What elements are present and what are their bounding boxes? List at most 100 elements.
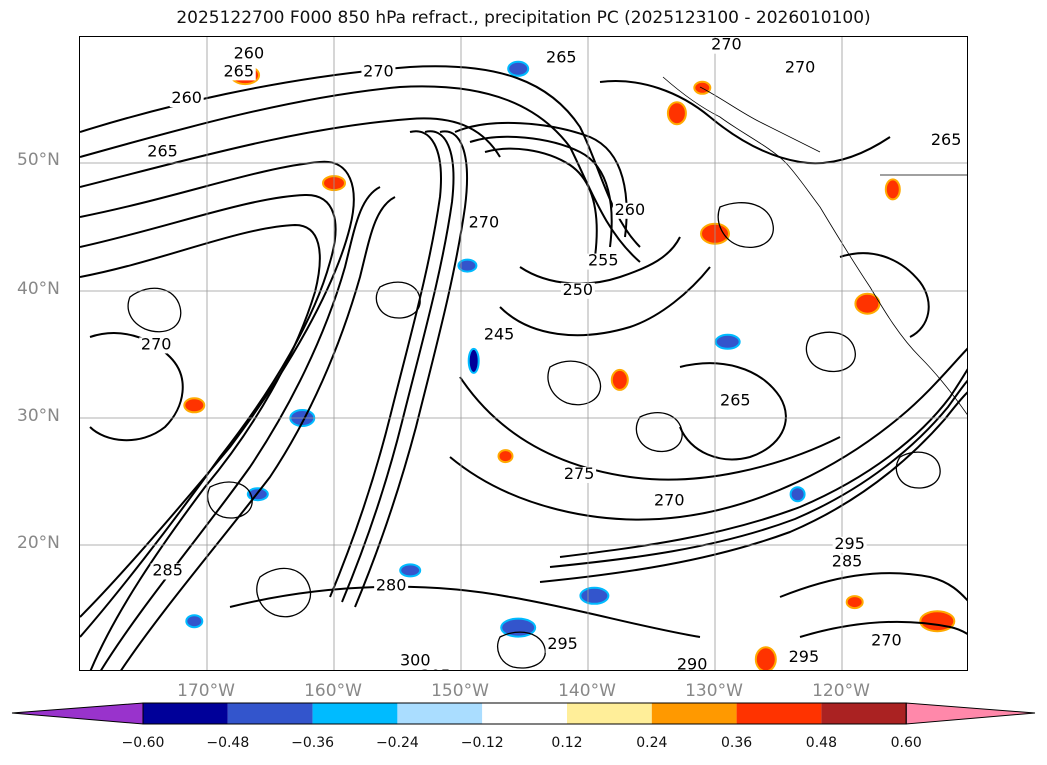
contour-line (459, 376, 841, 481)
precip-patch (507, 60, 530, 77)
map-panel[interactable]: 260 265 270 265 270 270 260 265 265 270 260 255 250 2… (79, 36, 968, 671)
contour-line (89, 332, 184, 442)
colorbar-swatch (736, 703, 822, 724)
contour-label-bg (544, 50, 579, 67)
contour-label: 295 (834, 534, 865, 553)
precip-patch (714, 333, 741, 350)
contour-line (539, 391, 967, 583)
contour-label: 305 (420, 666, 451, 671)
contour-label-bg (466, 215, 501, 232)
contour-layer-thin (127, 202, 941, 669)
colorbar-tick-label: 0.36 (721, 735, 753, 751)
contour-line (635, 412, 683, 453)
contour-label-bg (418, 668, 453, 670)
contour-label-bg (718, 393, 753, 410)
precip-patch (399, 563, 422, 578)
contour-label-bg (145, 144, 180, 161)
colorbar (0, 700, 1047, 734)
contour-label: 270 (654, 491, 685, 510)
colorbar-tick-label: −0.12 (460, 735, 504, 751)
contour-label-bg (830, 554, 865, 571)
contour-line (256, 567, 312, 618)
contour-label-bg (150, 563, 185, 580)
contour-label: 275 (564, 464, 595, 483)
colorbar-svg (11, 702, 1036, 725)
contour-line (207, 481, 253, 519)
coastline-layer (662, 76, 967, 415)
contour-line (469, 135, 613, 248)
contour-line (120, 196, 396, 670)
contour-label: 265 (546, 47, 577, 66)
colorbar-swatch (227, 703, 313, 724)
colorbar-extend-low (11, 702, 144, 725)
contour-label-bg (709, 37, 744, 54)
contour-label: 270 (871, 630, 902, 649)
precip-patch (467, 347, 480, 374)
colorbar-outline (142, 702, 907, 725)
colorbar-tick-label: −0.36 (291, 735, 335, 751)
contour-label-bg (169, 91, 204, 108)
precipitation-layer (183, 60, 956, 670)
contour-label: 290 (677, 654, 708, 671)
contour-line (80, 223, 321, 670)
precip-patch (579, 586, 610, 605)
contour-line (484, 147, 598, 258)
contour-label: 265 (720, 390, 751, 409)
contour-label-bg (929, 132, 964, 149)
contour-label-bg (562, 466, 597, 483)
colorbar-tick-label: 0.24 (636, 735, 668, 751)
contour-label: 295 (789, 647, 820, 666)
contour-label-bg (786, 649, 821, 666)
contour-line (799, 620, 967, 638)
precip-patch (845, 595, 864, 610)
precip-patch (666, 101, 687, 126)
precip-patch (185, 614, 204, 629)
contour-line (839, 252, 930, 338)
contour-line (679, 362, 787, 461)
contour-label: 260 (171, 88, 202, 107)
precip-patch (457, 258, 478, 273)
contour-line (229, 585, 701, 638)
contour-line (497, 631, 546, 669)
contour-label: 265 (931, 130, 962, 149)
precip-patch (854, 292, 881, 315)
contour-line (499, 266, 711, 337)
contour-line (375, 281, 421, 319)
lon-label-170w: 170°W (177, 681, 235, 701)
contour-label-bg (139, 337, 174, 354)
precip-patch (919, 610, 956, 633)
contour-label: 280 (376, 576, 407, 595)
contour-label-bg (675, 657, 710, 670)
contour-label-bg (398, 653, 433, 670)
contour-line (341, 130, 455, 603)
map-title: 2025122700 F000 850 hPa refract., precip… (176, 8, 871, 28)
contour-label-bg (612, 202, 647, 219)
lon-label-130w: 130°W (685, 681, 743, 701)
colorbar-swatch (821, 703, 907, 724)
precip-patch (610, 368, 629, 391)
contour-label: 255 (588, 251, 619, 270)
contour-line (80, 160, 355, 618)
contour-label: 270 (785, 58, 816, 77)
graticule (80, 37, 967, 670)
contour-label-bg (221, 64, 256, 81)
contour-label: 300 (400, 651, 431, 670)
contour-label: 270 (363, 61, 394, 80)
precip-patch (183, 397, 206, 414)
colorbar-tick-label: −0.24 (375, 735, 419, 751)
contour-label-bg (545, 637, 580, 654)
contour-line (80, 117, 501, 188)
contour-line (599, 80, 891, 165)
contour-label-bg (652, 493, 687, 510)
colorbar-swatch (397, 703, 483, 724)
north-america-coastline (662, 76, 967, 415)
contour-line (100, 186, 381, 670)
contour-line (895, 451, 941, 489)
colorbar-swatch (651, 703, 737, 724)
contour-label: 270 (469, 213, 500, 232)
contour-label: 260 (234, 44, 265, 63)
contour-label: 270 (141, 334, 172, 353)
contour-line (547, 360, 602, 406)
contour-label-bg (783, 60, 818, 77)
colorbar-tick-label: −0.48 (206, 735, 250, 751)
